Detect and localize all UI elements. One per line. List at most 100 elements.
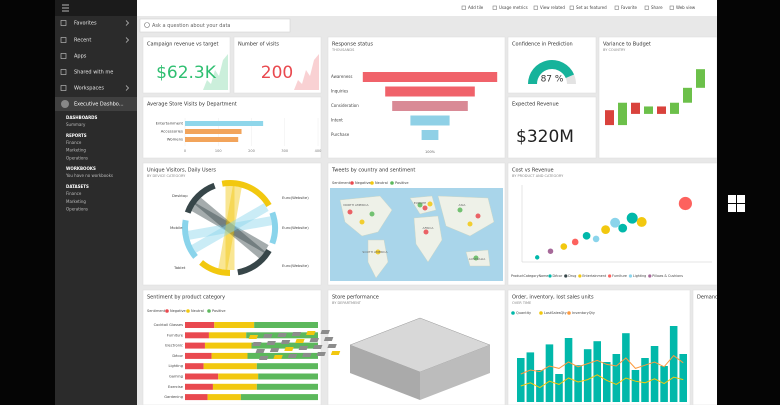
- funnel-label: Inquiries: [331, 89, 348, 94]
- toolbar-icon: [533, 5, 538, 10]
- map-bubble: [473, 255, 479, 261]
- legend-dot: [370, 181, 374, 185]
- tile-title[interactable]: Unique Visitors, Daily Users: [147, 168, 216, 174]
- chord-arc: [184, 182, 216, 214]
- legend-dot: [564, 274, 568, 278]
- toolbar-button[interactable]: View related: [540, 5, 565, 10]
- tile-subtitle: THOUSANDS: [331, 48, 355, 52]
- legend-label: Lighting: [633, 274, 646, 278]
- scatter-point: [601, 225, 610, 235]
- stacked-bar: [212, 383, 257, 390]
- funnel-label: Purchase: [331, 132, 350, 137]
- windows-logo: [737, 195, 745, 203]
- shelf: [284, 347, 294, 351]
- legend-label: Positive: [395, 181, 409, 185]
- stacked-bar: [185, 342, 205, 349]
- toolbar-button[interactable]: Set as featured: [576, 5, 607, 10]
- shelf: [312, 345, 323, 349]
- nav-link[interactable]: Marketing: [66, 148, 86, 153]
- floor-plan: [420, 345, 490, 400]
- waterfall-bar: [696, 69, 705, 88]
- funnel-label: Intent: [331, 118, 343, 123]
- tile: [142, 36, 231, 94]
- bar-label: Gardening: [164, 395, 183, 399]
- chord-ribbon: [191, 203, 269, 253]
- stacked-bar: [204, 342, 252, 349]
- tile-title[interactable]: Demand: [697, 295, 718, 301]
- bar-label: Lighting: [168, 364, 183, 368]
- tile-title[interactable]: Expected Revenue: [512, 102, 559, 108]
- column: [526, 352, 535, 402]
- chord-label: Mobile: [170, 225, 183, 230]
- tile-title[interactable]: Variance to Budget: [603, 42, 651, 48]
- tile-title[interactable]: Order, inventory, lost sales units: [512, 295, 594, 301]
- floor-plan: [350, 345, 420, 400]
- legend-label: Negative: [355, 181, 371, 185]
- column: [536, 370, 544, 402]
- nav-link[interactable]: Operations: [66, 155, 88, 160]
- legend-label: Pillows & Cushions: [652, 274, 683, 278]
- toolbar-button[interactable]: Usage metrics: [499, 5, 528, 10]
- tile-title[interactable]: Confidence in Prediction: [512, 42, 573, 48]
- tile-title[interactable]: Tweets by country and sentiment: [331, 168, 415, 174]
- nav-link[interactable]: Finance: [66, 140, 82, 145]
- toolbar-button[interactable]: Add tile: [468, 5, 484, 10]
- windows-logo: [728, 195, 736, 203]
- nav-current-bg: [55, 97, 137, 111]
- tile-title[interactable]: Store performance: [332, 295, 379, 301]
- nav-item[interactable]: Favorites: [74, 21, 97, 27]
- stacked-bar: [256, 383, 318, 390]
- tile-title[interactable]: Response status: [332, 42, 373, 48]
- nav-link[interactable]: Operations: [66, 207, 88, 212]
- legend-label: Neutral: [191, 309, 204, 313]
- toolbar-icon: [569, 5, 574, 10]
- nav-icon: [60, 20, 67, 26]
- tile: [507, 96, 597, 159]
- toolbar-button[interactable]: Share: [651, 5, 663, 10]
- map-bubble: [457, 207, 463, 213]
- nav-link[interactable]: Finance: [66, 191, 82, 196]
- funnel-bar: [421, 130, 439, 140]
- stacked-bar: [185, 322, 215, 328]
- column: [555, 374, 563, 402]
- nav-link[interactable]: Marketing: [66, 199, 86, 204]
- chord-arc: [269, 211, 279, 245]
- tile-title[interactable]: Sentiment by product category: [147, 295, 225, 301]
- toolbar-button[interactable]: Web view: [676, 5, 696, 10]
- map-land: [409, 195, 437, 215]
- nav-current[interactable]: Executive Dashbo...: [74, 102, 124, 108]
- chord-label: Euro(Website): [282, 263, 309, 268]
- nav-item[interactable]: Shared with me: [74, 70, 113, 76]
- chord-label: Euro(Website): [282, 195, 309, 200]
- tile-subtitle: BY COUNTRY: [603, 48, 626, 52]
- legend-dot: [608, 274, 612, 278]
- nav-section-heading: DASHBOARDS: [66, 115, 97, 120]
- stacked-bar: [185, 373, 219, 380]
- legend-label: Positive: [212, 309, 226, 313]
- waterfall-bar: [670, 102, 679, 114]
- column: [622, 333, 630, 402]
- tile-title[interactable]: Cost vs Revenue: [512, 168, 554, 174]
- column: [517, 358, 525, 402]
- column: [669, 326, 678, 402]
- nav-link[interactable]: You have no workbooks: [65, 173, 113, 178]
- line-series: [520, 354, 684, 375]
- shelf: [306, 331, 316, 335]
- shelf: [323, 337, 334, 341]
- search-input[interactable]: Ask a question about your data: [152, 23, 230, 29]
- toolbar-button[interactable]: Favorite: [621, 5, 638, 10]
- nav-item[interactable]: Apps: [74, 54, 87, 60]
- tile-title[interactable]: Campaign revenue vs target: [147, 42, 218, 48]
- chord-arc: [221, 180, 272, 207]
- tile-title[interactable]: Number of visits: [238, 42, 279, 48]
- tile-title[interactable]: Average Store Visits by Department: [147, 102, 237, 108]
- waterfall-bar: [631, 102, 640, 114]
- nav-item[interactable]: Workspaces: [74, 86, 104, 92]
- nav-icon: [60, 69, 67, 75]
- gauge-value: 87 %: [541, 75, 564, 85]
- nav-link[interactable]: Summary: [66, 122, 86, 127]
- nav-item[interactable]: Recent: [74, 38, 91, 44]
- scatter-point: [582, 231, 591, 240]
- shelf: [291, 332, 302, 336]
- funnel-bar: [410, 115, 450, 126]
